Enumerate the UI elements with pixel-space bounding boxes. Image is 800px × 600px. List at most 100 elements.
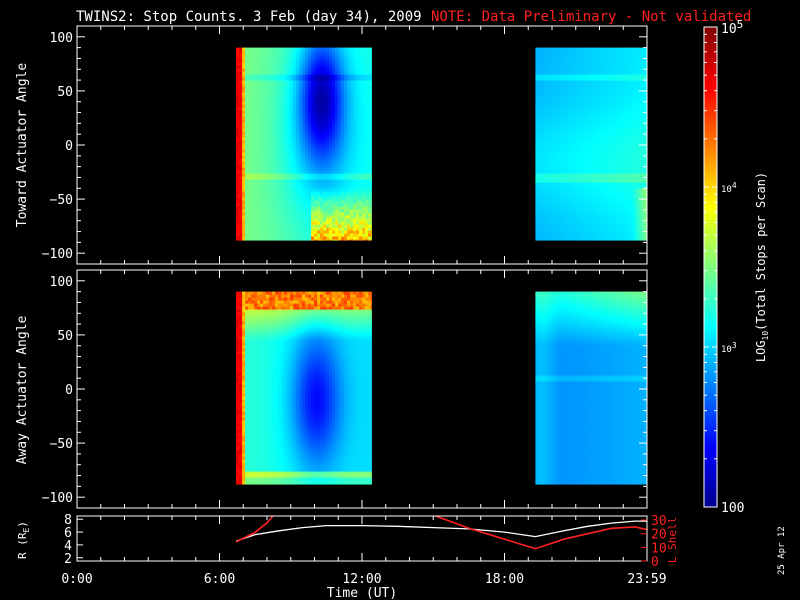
heatmap-cell bbox=[613, 149, 617, 153]
heatmap-cell bbox=[284, 62, 288, 66]
heatmap-cell bbox=[341, 218, 345, 222]
heatmap-cell bbox=[257, 125, 261, 129]
heatmap-cell bbox=[308, 119, 312, 123]
heatmap-cell bbox=[263, 170, 267, 174]
heatmap-cell bbox=[251, 131, 255, 135]
heatmap-cell bbox=[565, 164, 569, 168]
heatmap-cell bbox=[242, 95, 246, 99]
heatmap-cell bbox=[320, 86, 324, 90]
heatmap-cell bbox=[622, 104, 626, 108]
heatmap-cell bbox=[356, 236, 360, 240]
heatmap-cell bbox=[329, 149, 333, 153]
heatmap-cell bbox=[562, 107, 566, 111]
heatmap-cell bbox=[565, 77, 569, 81]
heatmap-cell bbox=[356, 224, 360, 228]
heatmap-cell bbox=[251, 188, 255, 192]
heatmap-cell bbox=[251, 110, 255, 114]
heatmap-cell bbox=[284, 191, 288, 195]
heatmap-cell bbox=[535, 143, 539, 147]
heatmap-cell bbox=[308, 134, 312, 138]
heatmap-cell bbox=[299, 224, 303, 228]
heatmap-cell bbox=[574, 203, 578, 207]
heatmap-cell bbox=[338, 83, 342, 87]
heatmap-cell bbox=[371, 215, 372, 219]
heatmap-cell bbox=[568, 71, 572, 75]
heatmap-cell bbox=[287, 98, 291, 102]
heatmap-cell bbox=[335, 200, 339, 204]
heatmap-cell bbox=[251, 167, 255, 171]
heatmap-cell bbox=[613, 107, 617, 111]
heatmap-cell bbox=[553, 176, 557, 180]
heatmap-cell bbox=[314, 230, 318, 234]
heatmap-cell bbox=[350, 239, 354, 241]
heatmap-cell bbox=[239, 59, 243, 63]
heatmap-cell bbox=[260, 137, 264, 141]
heatmap-cell bbox=[604, 122, 608, 126]
heatmap-cell bbox=[344, 161, 348, 165]
heatmap-cell bbox=[625, 47, 629, 51]
heatmap-cell bbox=[583, 146, 587, 150]
heatmap-cell bbox=[296, 182, 300, 186]
heatmap-cell bbox=[305, 71, 309, 75]
heatmap-cell bbox=[263, 200, 267, 204]
heatmap-cell bbox=[592, 224, 596, 228]
heatmap-cell bbox=[308, 239, 312, 241]
heatmap-cell bbox=[296, 152, 300, 156]
heatmap-cell bbox=[598, 230, 602, 234]
heatmap-cell bbox=[248, 200, 252, 204]
heatmap-cell bbox=[610, 131, 614, 135]
heatmap-cell bbox=[544, 173, 548, 177]
heatmap-cell bbox=[622, 125, 626, 129]
heatmap-cell bbox=[302, 116, 306, 120]
heatmap-cell bbox=[359, 185, 363, 189]
heatmap-cell bbox=[338, 53, 342, 57]
heatmap-cell bbox=[553, 128, 557, 132]
heatmap-cell bbox=[601, 191, 605, 195]
heatmap-cell bbox=[302, 215, 306, 219]
heatmap-cell bbox=[580, 59, 584, 63]
heatmap-cell bbox=[290, 182, 294, 186]
heatmap-cell bbox=[320, 146, 324, 150]
heatmap-cell bbox=[236, 221, 240, 225]
heatmap-cell bbox=[574, 53, 578, 57]
heatmap-cell bbox=[353, 56, 357, 60]
heatmap-cell bbox=[272, 77, 276, 81]
heatmap-cell bbox=[592, 137, 596, 141]
heatmap-cell bbox=[275, 71, 279, 75]
heatmap-cell bbox=[269, 233, 273, 237]
heatmap-cell bbox=[362, 212, 366, 216]
heatmap-cell bbox=[251, 71, 255, 75]
heatmap-cell bbox=[329, 113, 333, 117]
heatmap-cell bbox=[248, 179, 252, 183]
heatmap-cell bbox=[284, 80, 288, 84]
heatmap-cell bbox=[553, 53, 557, 57]
heatmap-cell bbox=[317, 185, 321, 189]
heatmap-cell bbox=[272, 89, 276, 93]
heatmap-cell bbox=[535, 152, 539, 156]
heatmap-cell bbox=[290, 209, 294, 213]
heatmap-cell bbox=[272, 203, 276, 207]
heatmap-cell bbox=[290, 158, 294, 162]
heatmap-cell bbox=[275, 125, 279, 129]
heatmap-cell bbox=[314, 62, 318, 66]
heatmap-cell bbox=[359, 110, 363, 114]
heatmap-cell bbox=[574, 74, 578, 78]
heatmap-cell bbox=[305, 56, 309, 60]
heatmap-cell bbox=[296, 188, 300, 192]
heatmap-cell bbox=[284, 137, 288, 141]
heatmap-cell bbox=[272, 128, 276, 132]
heatmap-cell bbox=[541, 158, 545, 162]
heatmap-cell bbox=[619, 47, 623, 51]
heatmap-cell bbox=[562, 203, 566, 207]
heatmap-cell bbox=[347, 206, 351, 210]
heatmap-cell bbox=[275, 137, 279, 141]
heatmap-cell bbox=[239, 71, 243, 75]
heatmap-cell bbox=[592, 125, 596, 129]
heatmap-cell bbox=[344, 47, 348, 51]
heatmap-cell bbox=[302, 86, 306, 90]
heatmap-cell bbox=[577, 182, 581, 186]
heatmap-cell bbox=[565, 140, 569, 144]
heatmap-cell bbox=[260, 188, 264, 192]
heatmap-cell bbox=[263, 128, 267, 132]
heatmap-cell bbox=[326, 176, 330, 180]
